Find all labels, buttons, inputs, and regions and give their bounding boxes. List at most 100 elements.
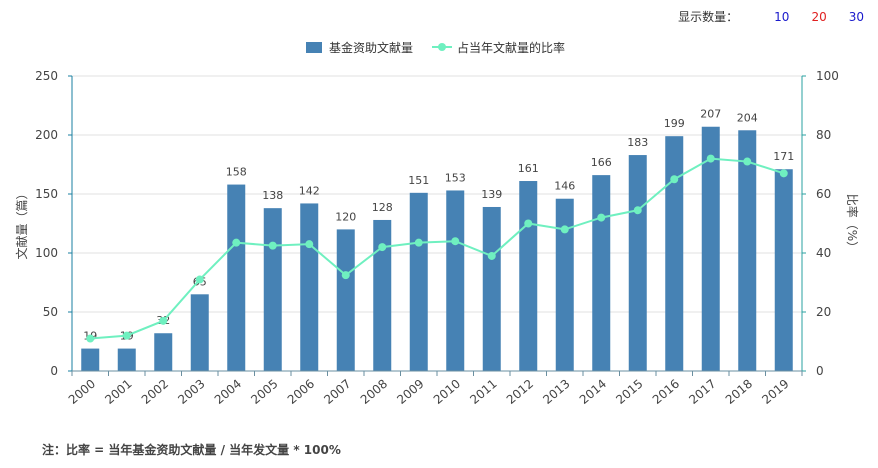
x-tick-label: 2000 xyxy=(66,377,98,407)
x-tick-label: 2005 xyxy=(248,377,280,407)
y-tick-label: 150 xyxy=(35,187,58,201)
bar-2004[interactable] xyxy=(227,184,246,371)
bar-2007[interactable] xyxy=(336,229,355,371)
bar-2013[interactable] xyxy=(555,198,574,371)
bar-value-label: 120 xyxy=(335,210,356,223)
x-tick-label: 2016 xyxy=(650,377,682,407)
y2-tick-label: 20 xyxy=(816,305,831,319)
bar-value-label: 128 xyxy=(372,201,393,214)
bar-2015[interactable] xyxy=(628,155,647,371)
display-count-option-20[interactable]: 20 xyxy=(811,9,827,24)
line-series xyxy=(86,154,788,343)
bar-2002[interactable] xyxy=(154,333,173,371)
ratio-point-2006[interactable] xyxy=(305,240,314,249)
ratio-point-2008[interactable] xyxy=(378,243,387,252)
bar-value-label: 199 xyxy=(664,117,685,130)
ratio-point-2001[interactable] xyxy=(122,331,131,340)
x-tick-label: 2003 xyxy=(175,377,207,407)
bar-value-labels: 1919326515813814212012815115313916114616… xyxy=(83,108,794,343)
bar-2001[interactable] xyxy=(117,348,136,371)
x-tick-label: 2018 xyxy=(723,377,755,407)
bar-2011[interactable] xyxy=(482,206,501,371)
x-tick-label: 2010 xyxy=(431,377,463,407)
x-tick-label: 2011 xyxy=(467,377,499,407)
bar-2017[interactable] xyxy=(701,126,720,372)
y2-tick-label: 40 xyxy=(816,246,831,260)
x-tick-label: 2019 xyxy=(759,377,791,407)
bar-value-label: 138 xyxy=(262,189,283,202)
bar-2019[interactable] xyxy=(774,169,793,371)
bar-value-label: 153 xyxy=(445,171,466,184)
y2-tick-label: 80 xyxy=(816,128,831,142)
bar-2012[interactable] xyxy=(519,181,538,371)
legend-bar-swatch[interactable] xyxy=(306,42,322,53)
bar-value-label: 171 xyxy=(773,150,794,163)
y-tick-label: 100 xyxy=(35,246,58,260)
x-tick-label: 2017 xyxy=(686,377,718,407)
bar-2000[interactable] xyxy=(81,348,100,371)
bar-value-label: 204 xyxy=(737,111,758,124)
x-tick-label: 2015 xyxy=(613,377,645,407)
ratio-point-2017[interactable] xyxy=(706,154,715,163)
bar-value-label: 166 xyxy=(591,156,612,169)
legend-line-dot[interactable] xyxy=(438,43,446,51)
bar-value-label: 146 xyxy=(554,180,575,193)
display-count-option-10[interactable]: 10 xyxy=(774,9,790,24)
grid-lines xyxy=(72,75,802,313)
x-tick-label: 2006 xyxy=(285,377,317,407)
y-tick-label: 0 xyxy=(50,364,58,378)
bar-2010[interactable] xyxy=(446,190,465,371)
ratio-point-2003[interactable] xyxy=(195,275,204,284)
ratio-point-2012[interactable] xyxy=(524,219,533,228)
bar-2016[interactable] xyxy=(665,136,684,371)
ratio-point-2004[interactable] xyxy=(232,238,241,247)
bar-2018[interactable] xyxy=(738,130,757,371)
bar-2008[interactable] xyxy=(373,219,392,371)
legend-bar-label[interactable]: 基金资助文献量 xyxy=(329,40,413,55)
legend-line-label[interactable]: 占当年文献量的比率 xyxy=(457,40,565,55)
ratio-point-2009[interactable] xyxy=(414,238,423,247)
ratio-point-2015[interactable] xyxy=(633,206,642,215)
display-count-option-30[interactable]: 30 xyxy=(848,9,864,24)
y2-tick-label: 60 xyxy=(816,187,831,201)
x-tick-label: 2009 xyxy=(394,377,426,407)
x-tick-label: 2013 xyxy=(540,377,572,407)
bar-series xyxy=(81,126,793,372)
y2-axis-title: 比率（%） xyxy=(845,194,860,253)
ratio-point-2014[interactable] xyxy=(597,213,606,222)
y-tick-label: 250 xyxy=(35,69,58,83)
bar-2006[interactable] xyxy=(300,203,319,371)
y2-tick-label: 100 xyxy=(816,69,839,83)
y-tick-label: 50 xyxy=(43,305,58,319)
ratio-point-2010[interactable] xyxy=(451,237,460,246)
x-tick-label: 2014 xyxy=(577,377,609,407)
bar-2005[interactable] xyxy=(263,208,282,371)
x-tick-label: 2008 xyxy=(358,377,390,407)
bar-value-label: 142 xyxy=(299,184,320,197)
ratio-point-2007[interactable] xyxy=(341,271,350,280)
y-axis-title: 文献量（篇） xyxy=(14,187,29,259)
footnote: 注：比率 = 当年基金资助文献量 / 当年发文量 * 100% xyxy=(42,443,341,457)
axes: 0 50 100 150 200 250 0 20 40 60 80 100 xyxy=(35,69,839,378)
bar-value-label: 207 xyxy=(700,108,721,121)
ratio-point-2005[interactable] xyxy=(268,241,277,250)
x-tick-label: 2007 xyxy=(321,377,353,407)
x-tick-label: 2012 xyxy=(504,377,536,407)
ratio-point-2002[interactable] xyxy=(159,316,168,325)
ratio-point-2018[interactable] xyxy=(743,157,752,166)
combo-chart: 基金资助文献量 占当年文献量的比率 1919326515813814212012… xyxy=(14,40,860,407)
display-count-label: 显示数量： xyxy=(678,10,739,24)
bar-2009[interactable] xyxy=(409,192,428,371)
bar-value-label: 183 xyxy=(627,136,648,149)
ratio-point-2000[interactable] xyxy=(86,334,95,343)
y-tick-label: 200 xyxy=(35,128,58,142)
x-axis-labels: 2000 2001 2002 2003 2004 2005 2006 2007 2008 2009… xyxy=(66,377,792,407)
bar-2003[interactable] xyxy=(190,294,209,371)
ratio-point-2011[interactable] xyxy=(487,251,496,260)
ratio-point-2013[interactable] xyxy=(560,225,569,234)
chart-legend: 基金资助文献量 占当年文献量的比率 xyxy=(306,40,565,55)
bar-value-label: 139 xyxy=(481,188,502,201)
bar-2014[interactable] xyxy=(592,175,611,371)
ratio-point-2019[interactable] xyxy=(779,169,788,178)
ratio-point-2016[interactable] xyxy=(670,175,679,184)
